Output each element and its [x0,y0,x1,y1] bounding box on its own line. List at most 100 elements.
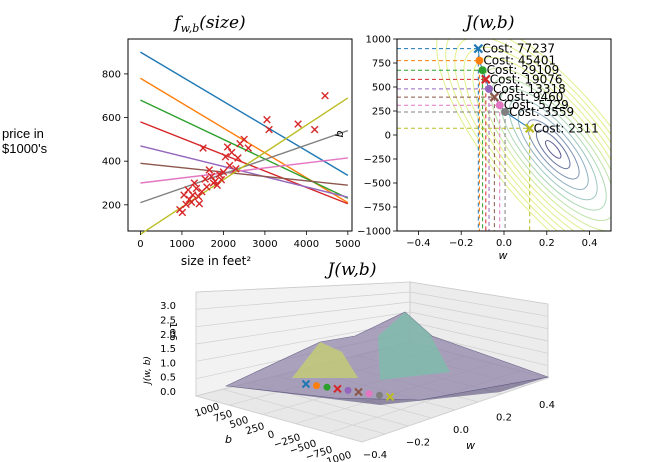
surface-marker-0 [301,379,311,389]
data-point-22-b [217,175,226,184]
path-label-5: Cost: 9460 [498,90,563,104]
surface-marker-3-b [333,384,342,394]
surface-z-tick-label-2: 1.0 [160,358,176,369]
contour-title: J(w,b) [463,13,515,33]
data-point-25 [223,143,232,151]
path-marker-8 [524,123,535,134]
data-point-13 [199,144,207,152]
path-label-4: Cost: 13318 [493,82,566,96]
data-point-14 [201,175,209,183]
x-tick-label-1: 1000 [169,239,194,250]
path-label-8: Cost: 2311 [534,121,599,135]
data-point-10 [194,192,203,201]
grid-left-6 [195,281,411,293]
contour-x-tick-label-2: 0.0 [496,238,512,249]
surface-b-tick-label-4: 0 [266,429,275,441]
surface-w-tick-label-2: 0.0 [453,425,469,436]
contour-xlabel: w [499,249,508,262]
contour-ylabel: b [333,130,346,137]
surface-ylabel: b [225,433,232,446]
data-point-16 [205,166,214,174]
path-marker-0-b [473,43,484,54]
grid-floor-b-5 [361,377,549,443]
data-point-1 [178,208,187,217]
contour-x-tick-label-1: −0.2 [449,238,473,249]
grid-right-2 [409,321,549,354]
surface-z-tick-label-0: 0.0 [160,387,176,398]
surface-w-tick-label-4: 0.4 [539,400,555,411]
data-point-31-b [240,135,248,144]
side-label-line2: $1000's [2,141,48,156]
path-marker-2 [478,66,487,75]
path-marker-5 [489,92,500,102]
path-label-7: Cost: 3559 [509,105,574,119]
contour-x-tick-label-0: −0.4 [406,238,430,249]
contour-y-tick-label-4: 0 [385,131,391,142]
y-tick-label-1: 400 [102,157,121,168]
surface-marker-8 [385,392,395,402]
data-point-28-b [232,165,240,173]
surface-z-tick-label-6: 3.0 [160,301,176,312]
data-point-1-b [178,208,187,217]
contour-x-tick-label-4: 0.4 [582,238,598,249]
contour-y-tick-label-3: 250 [372,107,391,118]
surface-z-tick-label-5: 2.5 [160,316,176,327]
path-marker-7 [501,107,510,116]
data-point-29-b [234,154,242,162]
data-point-34 [265,125,273,134]
surface-xlabel: w [466,439,475,452]
x-tick-label-4: 4000 [294,239,319,250]
surface-marker-0-b [301,379,311,389]
contour-plot-area [397,39,611,231]
path-marker-6 [495,101,504,110]
contour-level-11 [445,39,611,231]
data-point-24 [221,153,230,161]
surface-marker-7 [376,391,383,399]
data-point-32 [244,144,253,152]
surface-chart: J(w,b) 0.0 0.5 1.0 1.5 2.0 2.5 3.0 −0.4 −0.2 0.0 0… [143,260,555,462]
path-label-2: Cost: 29109 [487,63,560,77]
path-marker-4 [485,84,494,93]
data-point-23 [219,168,228,176]
line-fit-plot-area [127,38,353,232]
data-point-9-b [192,184,201,193]
y-tick-label-2: 600 [102,113,121,124]
path-label-0: Cost: 77237 [482,42,555,56]
data-point-16-b [205,166,214,174]
contour-level-0 [545,140,562,159]
data-point-8 [190,179,199,187]
grid-right-5 [409,291,549,317]
data-point-33 [263,115,271,124]
contour-y-tick-label-6: −500 [364,179,391,190]
data-point-8-b [190,179,199,187]
data-point-32-b [244,144,253,152]
contour-level-12 [436,39,611,231]
data-point-37-b [321,91,329,100]
surface-z-scale: 1e6 [167,322,178,341]
contour-level-1 [535,129,571,170]
fit-line-5 [140,162,348,186]
data-point-35 [294,120,302,128]
data-point-36 [310,125,319,134]
data-point-11-b [195,199,204,208]
path-marker-3 [481,74,491,85]
grid-floor-a-1 [222,388,386,435]
grid-left-5 [195,291,411,310]
contour-level-4 [508,98,598,201]
line-fit-title: fw,b(size) [172,13,245,35]
contour-level-7 [481,67,611,231]
contour-y-tick-label-5: −250 [364,155,391,166]
surface-zlabel: J(w, b) [143,356,153,386]
data-point-19 [211,177,219,186]
surface-z-tick-label-1: 0.5 [160,373,176,384]
fit-line-6 [140,157,348,184]
contour-level-5 [499,88,607,211]
contour-y-tick-label-2: 500 [372,83,391,94]
y-tick-label-3: 800 [102,69,121,80]
data-point-15-b [203,183,211,191]
grid-right-6 [409,281,549,305]
x-tick-label-2: 2000 [211,239,236,250]
x-tick-label-3: 3000 [252,239,277,250]
data-point-31 [240,135,248,144]
